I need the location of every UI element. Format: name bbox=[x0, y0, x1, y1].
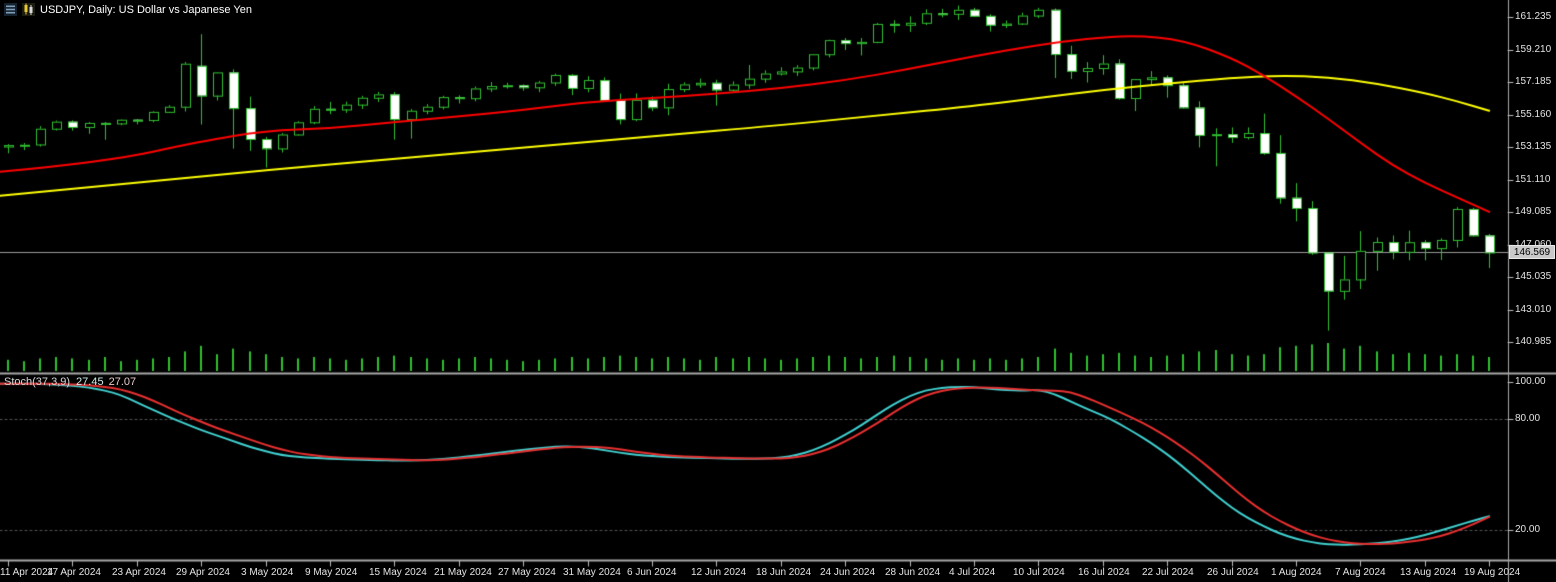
price-axis-label: 149.085 bbox=[1515, 206, 1552, 217]
date-axis-label: 10 Jul 2024 bbox=[1013, 567, 1065, 578]
stochastic-signal-value: 27.07 bbox=[108, 376, 137, 388]
date-axis-label: 24 Jun 2024 bbox=[820, 567, 876, 578]
date-axis-label: 11 Apr 2024 bbox=[0, 567, 54, 578]
date-axis-label: 13 Aug 2024 bbox=[1400, 567, 1457, 578]
current-price-value: 146.569 bbox=[1513, 247, 1551, 258]
price-axis-label: 145.035 bbox=[1515, 271, 1552, 282]
date-axis-label: 6 Jun 2024 bbox=[627, 567, 677, 578]
date-axis-label: 7 Aug 2024 bbox=[1335, 567, 1386, 578]
date-axis-label: 23 Apr 2024 bbox=[112, 567, 166, 578]
date-axis-label: 12 Jun 2024 bbox=[691, 567, 747, 578]
current-price-tag: 146.569 bbox=[1509, 245, 1555, 259]
date-axis-label: 19 Aug 2024 bbox=[1464, 567, 1521, 578]
stoch-axis-label: 100.00 bbox=[1515, 376, 1546, 387]
stochastic-main-value: 27.45 bbox=[76, 376, 104, 388]
candles-icon bbox=[22, 3, 35, 16]
date-axis-label: 21 May 2024 bbox=[434, 567, 492, 578]
date-axis-label: 26 Jul 2024 bbox=[1207, 567, 1259, 578]
date-axis-label: 4 Jul 2024 bbox=[949, 567, 996, 578]
date-axis-label: 31 May 2024 bbox=[563, 567, 621, 578]
date-axis-label: 16 Jul 2024 bbox=[1078, 567, 1130, 578]
price-axis-label: 143.010 bbox=[1515, 304, 1552, 315]
date-axis-label: 18 Jun 2024 bbox=[756, 567, 812, 578]
date-axis-label: 3 May 2024 bbox=[241, 567, 294, 578]
date-axis-label: 1 Aug 2024 bbox=[1271, 567, 1322, 578]
stoch-axis-label: 80.00 bbox=[1515, 413, 1541, 424]
date-axis-label: 9 May 2024 bbox=[305, 567, 358, 578]
price-axis-label: 157.185 bbox=[1515, 76, 1552, 87]
price-axis-label: 159.210 bbox=[1515, 44, 1552, 55]
stochastic-name: Stoch(37,3,9) bbox=[4, 376, 71, 388]
price-axis-label: 147.060 bbox=[1515, 239, 1551, 251]
date-axis-label: 29 Apr 2024 bbox=[176, 567, 230, 578]
price-axis-label: 151.110 bbox=[1515, 174, 1551, 185]
price-axis-label: 153.135 bbox=[1515, 141, 1552, 152]
price-axis-label: 140.985 bbox=[1515, 336, 1552, 347]
date-axis-label: 22 Jul 2024 bbox=[1142, 567, 1194, 578]
chart-menu-icon bbox=[4, 3, 17, 16]
chart-titlebar: USDJPY, Daily: US Dollar vs Japanese Yen bbox=[4, 3, 252, 16]
date-axis-label: 27 May 2024 bbox=[498, 567, 556, 578]
date-axis-label: 28 Jun 2024 bbox=[885, 567, 941, 578]
stoch-axis-label: 20.00 bbox=[1515, 524, 1541, 535]
date-axis-label: 15 May 2024 bbox=[369, 567, 427, 578]
stochastic-label: Stoch(37,3,9) 27.45 27.07 bbox=[4, 376, 136, 388]
price-axis-label: 161.235 bbox=[1515, 11, 1552, 22]
date-axis-label: 17 Apr 2024 bbox=[47, 567, 101, 578]
price-axis-label: 155.160 bbox=[1515, 109, 1552, 120]
chart-title: USDJPY, Daily: US Dollar vs Japanese Yen bbox=[40, 3, 252, 16]
